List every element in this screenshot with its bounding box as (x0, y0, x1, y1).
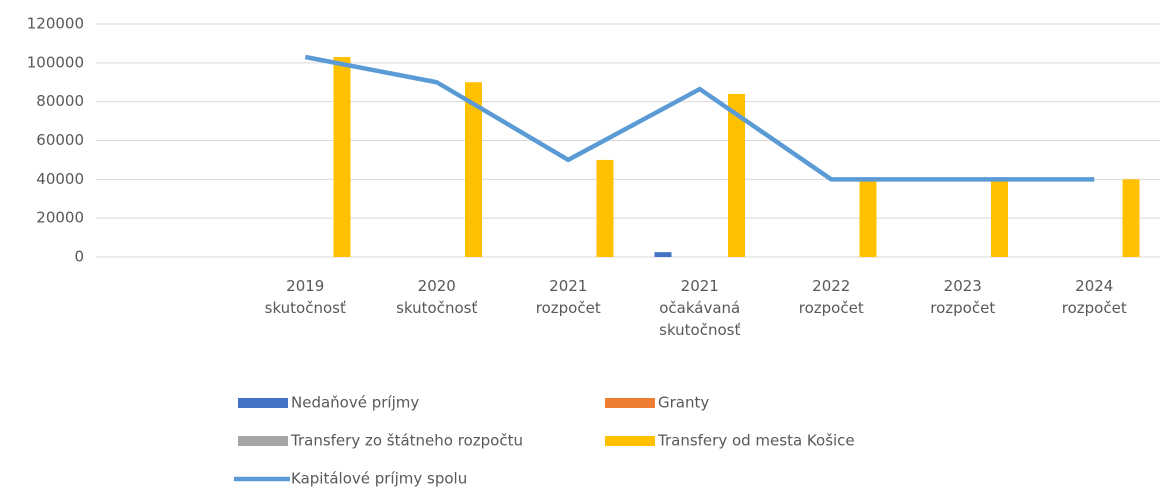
legend-label: Transfery od mesta Košice (657, 432, 855, 450)
bar (465, 82, 482, 257)
x-tick-label: 2021 očakávaná skutočnosť (659, 277, 740, 339)
bar (596, 159, 614, 257)
legend-label: Transfery zo štátneho rozpočtu (290, 432, 523, 450)
legend-label: Granty (658, 394, 709, 412)
legend-label: Kapitálové príjmy spolu (291, 470, 467, 488)
bar (859, 179, 877, 257)
y-tick-label: 40000 (36, 170, 84, 188)
y-tick-label: 60000 (36, 131, 84, 149)
legend-swatch (238, 436, 288, 446)
x-tick-label: 2023 rozpočet (930, 277, 995, 317)
bar (991, 179, 1008, 257)
y-tick-label: 120000 (27, 15, 84, 33)
x-tick-label: 2022 rozpočet (799, 277, 864, 317)
x-tick-label: 2024 rozpočet (1062, 277, 1127, 317)
y-tick-label: 0 (74, 248, 84, 266)
legend-label: Nedaňové príjmy (291, 394, 419, 412)
x-tick-label: 2019 skutočnosť (265, 277, 346, 317)
x-tick-label: 2021 rozpočet (536, 277, 601, 317)
bar (1122, 179, 1140, 257)
bar (333, 57, 351, 258)
bar (728, 93, 745, 258)
legend-swatch (238, 398, 288, 408)
y-tick-label: 20000 (36, 209, 84, 227)
y-tick-label: 100000 (27, 53, 84, 71)
legend-swatch (605, 436, 655, 446)
legend-swatch (605, 398, 655, 408)
line (304, 54, 1095, 182)
x-tick-label: 2020 skutočnosť (396, 277, 477, 317)
bar (654, 252, 672, 257)
y-tick-label: 80000 (36, 92, 84, 110)
